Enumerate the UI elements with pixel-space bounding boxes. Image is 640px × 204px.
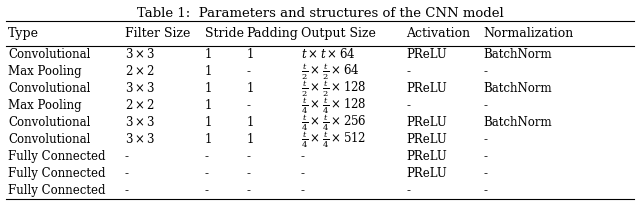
Text: -: - [406, 65, 410, 78]
Text: 1: 1 [205, 48, 212, 61]
Text: -: - [205, 150, 209, 163]
Text: -: - [483, 99, 487, 112]
Text: 1: 1 [246, 116, 254, 129]
Text: -: - [301, 184, 305, 197]
Text: $3 \times 3$: $3 \times 3$ [125, 115, 155, 129]
Text: Convolutional: Convolutional [8, 116, 91, 129]
Text: Activation: Activation [406, 27, 470, 40]
Text: PReLU: PReLU [406, 48, 447, 61]
Text: $2 \times 2$: $2 \times 2$ [125, 64, 155, 78]
Text: BatchNorm: BatchNorm [483, 116, 552, 129]
Text: -: - [246, 99, 250, 112]
Text: -: - [246, 184, 250, 197]
Text: 1: 1 [246, 133, 254, 146]
Text: Normalization: Normalization [483, 27, 573, 40]
Text: Type: Type [8, 27, 39, 40]
Text: Fully Connected: Fully Connected [8, 184, 106, 197]
Text: $\frac{t}{4} \times \frac{t}{4} \times 256$: $\frac{t}{4} \times \frac{t}{4} \times 2… [301, 112, 367, 133]
Text: $3 \times 3$: $3 \times 3$ [125, 47, 155, 61]
Text: Filter Size: Filter Size [125, 27, 190, 40]
Text: -: - [246, 65, 250, 78]
Text: PReLU: PReLU [406, 150, 447, 163]
Text: $3 \times 3$: $3 \times 3$ [125, 132, 155, 146]
Text: BatchNorm: BatchNorm [483, 82, 552, 95]
Text: 1: 1 [205, 116, 212, 129]
Text: Convolutional: Convolutional [8, 82, 91, 95]
Text: 1: 1 [205, 65, 212, 78]
Text: 1: 1 [246, 82, 254, 95]
Text: 1: 1 [246, 48, 254, 61]
Text: -: - [246, 167, 250, 180]
Text: 1: 1 [205, 99, 212, 112]
Text: -: - [301, 150, 305, 163]
Text: -: - [125, 167, 129, 180]
Text: Max Pooling: Max Pooling [8, 65, 82, 78]
Text: Fully Connected: Fully Connected [8, 167, 106, 180]
Text: Stride: Stride [205, 27, 244, 40]
Text: $3 \times 3$: $3 \times 3$ [125, 81, 155, 95]
Text: $\frac{t}{2} \times \frac{t}{2} \times 128$: $\frac{t}{2} \times \frac{t}{2} \times 1… [301, 78, 366, 99]
Text: $\frac{t}{4} \times \frac{t}{4} \times 128$: $\frac{t}{4} \times \frac{t}{4} \times 1… [301, 95, 366, 116]
Text: Table 1:  Parameters and structures of the CNN model: Table 1: Parameters and structures of th… [136, 7, 504, 20]
Text: -: - [406, 184, 410, 197]
Text: PReLU: PReLU [406, 116, 447, 129]
Text: Output Size: Output Size [301, 27, 376, 40]
Text: 1: 1 [205, 82, 212, 95]
Text: PReLU: PReLU [406, 167, 447, 180]
Text: -: - [483, 167, 487, 180]
Text: -: - [246, 150, 250, 163]
Text: Padding: Padding [246, 27, 298, 40]
Text: Convolutional: Convolutional [8, 133, 91, 146]
Text: $\frac{t}{2} \times \frac{t}{2} \times 64$: $\frac{t}{2} \times \frac{t}{2} \times 6… [301, 61, 359, 82]
Text: Fully Connected: Fully Connected [8, 150, 106, 163]
Text: -: - [205, 167, 209, 180]
Text: 1: 1 [205, 133, 212, 146]
Text: -: - [301, 167, 305, 180]
Text: -: - [125, 184, 129, 197]
Text: -: - [483, 133, 487, 146]
Text: Max Pooling: Max Pooling [8, 99, 82, 112]
Text: PReLU: PReLU [406, 82, 447, 95]
Text: BatchNorm: BatchNorm [483, 48, 552, 61]
Text: Convolutional: Convolutional [8, 48, 91, 61]
Text: $t \times t \times 64$: $t \times t \times 64$ [301, 47, 355, 61]
Text: -: - [406, 99, 410, 112]
Text: PReLU: PReLU [406, 133, 447, 146]
Text: -: - [483, 65, 487, 78]
Text: $\frac{t}{4} \times \frac{t}{4} \times 512$: $\frac{t}{4} \times \frac{t}{4} \times 5… [301, 129, 366, 150]
Text: -: - [483, 150, 487, 163]
Text: -: - [125, 150, 129, 163]
Text: -: - [205, 184, 209, 197]
Text: -: - [483, 184, 487, 197]
Text: $2 \times 2$: $2 \times 2$ [125, 98, 155, 112]
